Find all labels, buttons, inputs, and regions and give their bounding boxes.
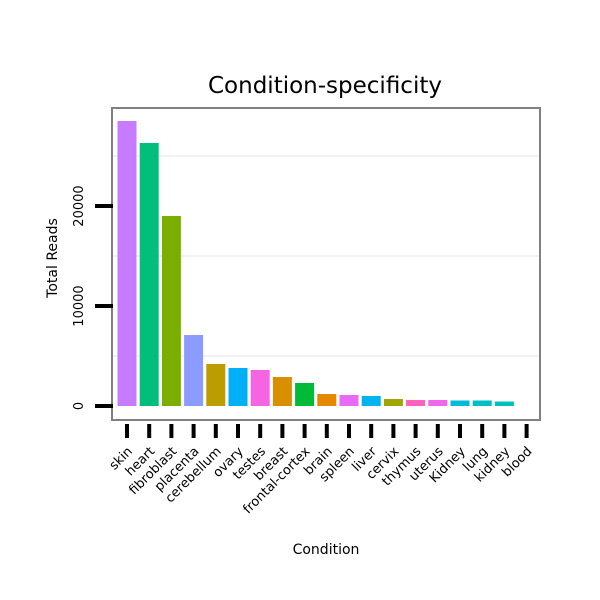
- bar-Kidney: [450, 400, 470, 406]
- bar-heart: [139, 143, 159, 406]
- bars: [117, 121, 514, 406]
- bar-thymus: [406, 400, 426, 406]
- grid-lines: [113, 155, 539, 357]
- bar-breast: [272, 377, 292, 406]
- bar-placenta: [184, 335, 204, 406]
- bar-ovary: [228, 368, 248, 406]
- bar-testes: [250, 370, 270, 406]
- bar-fibroblast: [161, 216, 181, 406]
- bar-cervix: [383, 399, 403, 406]
- bar-uterus: [428, 400, 448, 406]
- y-tick-label: 20000: [72, 185, 87, 226]
- bar-brain: [317, 394, 337, 406]
- plot-frame: [111, 107, 541, 421]
- y-tick-label: 0: [72, 402, 87, 410]
- bar-lung: [472, 400, 492, 406]
- y-tick-label: 10000: [72, 285, 87, 326]
- y-axis-label: Total Reads: [45, 218, 61, 299]
- bar-frontal-cortex: [295, 383, 315, 406]
- bar-kidney: [494, 401, 514, 406]
- bar-liver: [361, 396, 381, 406]
- y-axis: 0 10000 20000: [72, 185, 113, 410]
- chart-title: Condition-specificity: [208, 73, 442, 99]
- x-axis: skinheartfibroblastplacentacerebellumova…: [107, 424, 535, 517]
- bar-spleen: [339, 395, 359, 406]
- bar-cerebellum: [206, 364, 226, 406]
- bar-skin: [117, 121, 137, 406]
- x-axis-label: Condition: [293, 542, 360, 558]
